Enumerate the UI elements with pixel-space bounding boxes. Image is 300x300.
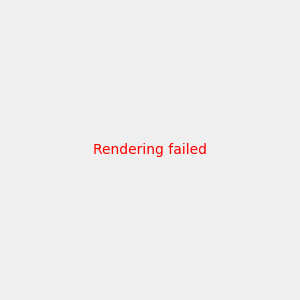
Text: Rendering failed: Rendering failed	[93, 143, 207, 157]
